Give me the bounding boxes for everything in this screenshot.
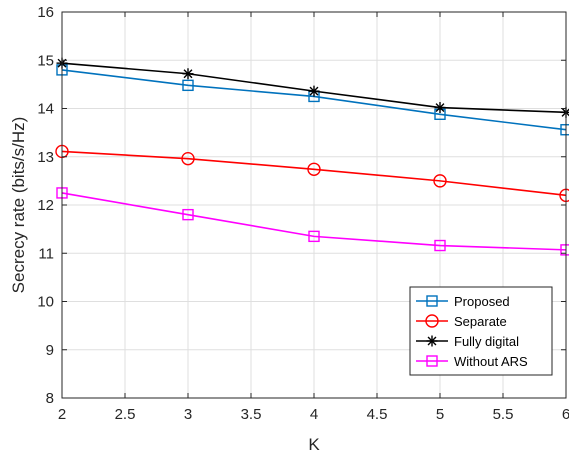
y-tick-label: 9 (46, 342, 54, 359)
data-point (182, 208, 194, 221)
x-tick-label: 3.5 (241, 406, 262, 423)
data-point (433, 174, 447, 188)
legend-label: Separate (454, 314, 507, 329)
data-point (426, 335, 438, 347)
x-axis-label: K (308, 435, 320, 454)
data-point (182, 68, 194, 80)
data-point (425, 314, 439, 328)
y-tick-label: 15 (37, 52, 54, 69)
data-point (181, 151, 195, 166)
legend-entry: Separate (416, 314, 507, 329)
y-tick-label: 16 (37, 4, 54, 21)
legend: Proposed Separate Fully digital Without ARS (409, 286, 553, 376)
data-point (426, 355, 438, 367)
x-tick-label: 5 (436, 406, 444, 423)
axis-ticks: 2 2.5 3 3.5 4 4.5 5 5.5 6 8 9 10 11 12 13 14 15 16 (37, 4, 569, 423)
y-tick-label: 14 (37, 101, 54, 118)
x-tick-label: 2.5 (115, 406, 136, 423)
data-point (434, 102, 446, 114)
x-tick-label: 4 (310, 406, 318, 423)
data-point (308, 85, 320, 97)
legend-entry: Proposed (416, 294, 510, 309)
series-line (61, 150, 567, 197)
data-point (434, 239, 446, 252)
y-tick-label: 11 (38, 245, 54, 262)
legend-entry: Without ARS (416, 354, 528, 369)
x-tick-label: 5.5 (493, 406, 514, 423)
legend-label: Without ARS (454, 354, 528, 369)
x-tick-label: 3 (184, 406, 192, 423)
x-tick-label: 4.5 (367, 406, 388, 423)
y-axis-label: Secrecy rate (bits/s/Hz) (9, 117, 28, 294)
x-tick-label: 6 (562, 406, 569, 423)
data-point (182, 79, 194, 92)
y-tick-label: 12 (37, 197, 54, 214)
data-point (307, 162, 321, 176)
y-tick-label: 10 (37, 294, 54, 311)
y-tick-label: 8 (46, 390, 54, 407)
y-tick-label: 13 (37, 149, 54, 166)
legend-entry: Fully digital (416, 334, 519, 349)
series-line (61, 192, 567, 251)
data-point (308, 230, 320, 243)
legend-label: Fully digital (454, 334, 519, 349)
legend-label: Proposed (454, 294, 510, 309)
data-point (426, 295, 438, 307)
x-tick-label: 2 (58, 406, 66, 423)
